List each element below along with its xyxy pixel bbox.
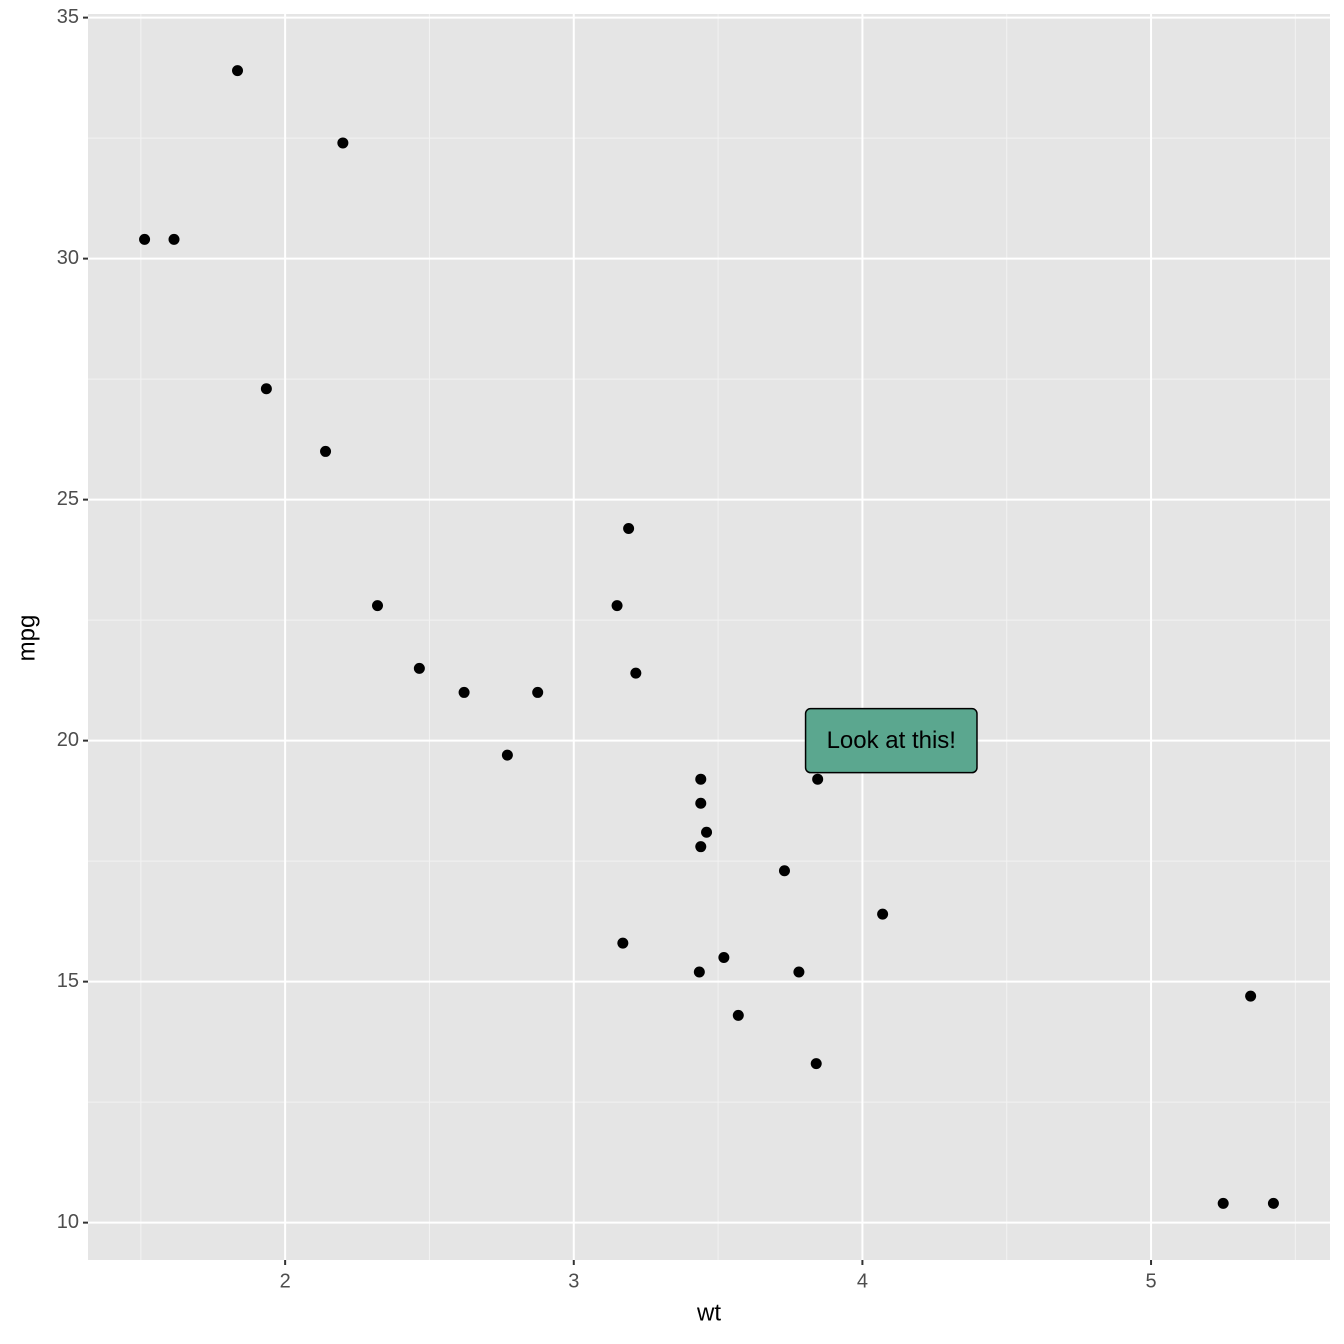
x-tick-label: 4 — [857, 1270, 868, 1292]
point — [623, 523, 635, 535]
point — [701, 826, 713, 838]
y-tick-label: 20 — [57, 729, 79, 751]
point — [532, 686, 544, 698]
y-axis-title: mpg — [13, 615, 40, 662]
point — [693, 966, 705, 978]
point — [732, 1009, 744, 1021]
y-tick-label: 35 — [57, 6, 79, 28]
point — [611, 600, 623, 612]
point — [695, 841, 707, 853]
x-tick-label: 5 — [1145, 1270, 1156, 1292]
point — [320, 445, 332, 457]
point — [1245, 990, 1257, 1002]
point — [617, 937, 629, 949]
point — [458, 686, 470, 698]
point — [232, 65, 244, 77]
x-axis-title: wt — [696, 1299, 721, 1326]
point — [139, 233, 151, 245]
panel — [88, 14, 1330, 1260]
point — [630, 667, 642, 679]
point — [877, 908, 889, 920]
annotation-box — [804, 707, 978, 774]
y-tick-label: 30 — [57, 247, 79, 269]
point — [1267, 1197, 1279, 1209]
marks — [139, 65, 1279, 1209]
point — [793, 966, 805, 978]
point — [695, 773, 707, 785]
point — [372, 600, 384, 612]
point — [1217, 1197, 1229, 1209]
x-tick-label: 3 — [568, 1270, 579, 1292]
point — [718, 952, 730, 964]
point — [812, 773, 824, 785]
point — [810, 1058, 822, 1070]
point — [260, 383, 272, 395]
y-tick-label: 15 — [57, 970, 79, 992]
point — [168, 233, 180, 245]
annotation-text: Look at this! — [827, 727, 956, 754]
x-tick-label: 2 — [280, 1270, 291, 1292]
annotation: Look at this! — [804, 707, 978, 774]
point — [337, 137, 349, 149]
point — [778, 865, 790, 877]
grid — [88, 14, 1330, 1260]
y-tick-label: 25 — [57, 488, 79, 510]
y-tick-label: 10 — [57, 1211, 79, 1233]
point — [695, 797, 707, 809]
point — [501, 749, 513, 761]
point — [413, 662, 425, 674]
